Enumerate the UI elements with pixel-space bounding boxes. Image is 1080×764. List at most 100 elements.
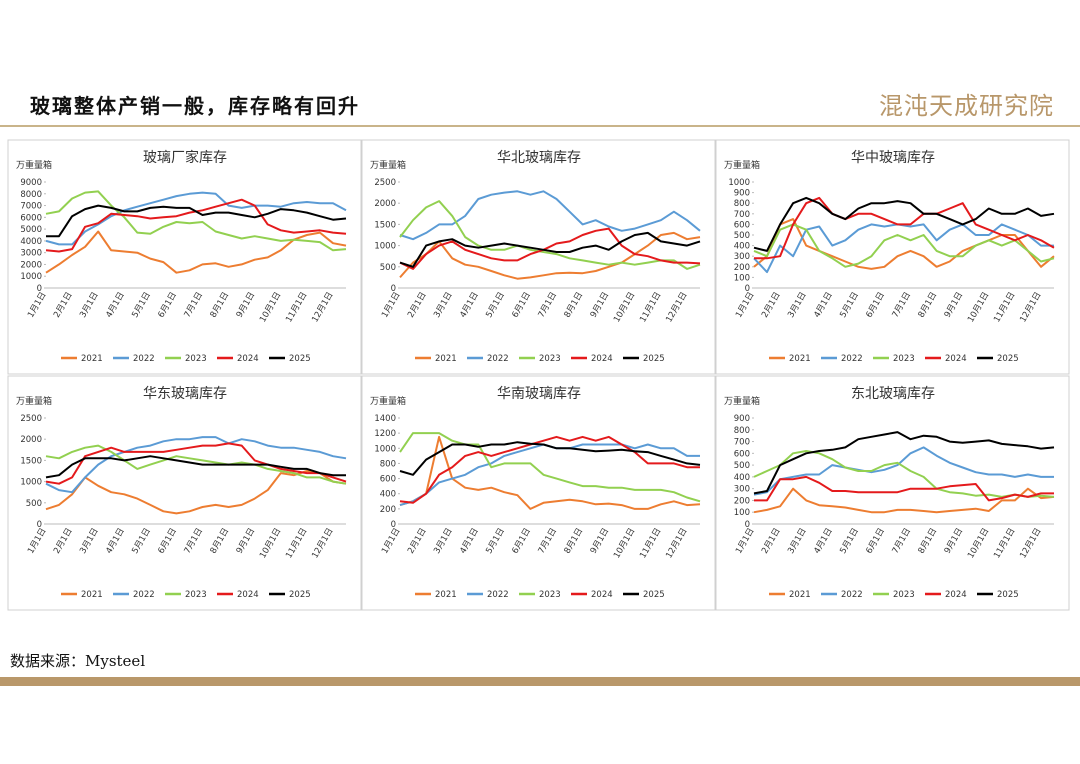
panel	[7, 375, 362, 611]
chart-title: 玻璃厂家库存	[143, 149, 227, 166]
legend-label: 2025	[289, 590, 311, 600]
series-line	[399, 435, 700, 504]
y-tick-label: 0	[391, 284, 396, 294]
legend-label: 2022	[841, 590, 863, 600]
y-tick-label: 2000	[374, 199, 396, 209]
y-tick-label: 300	[734, 485, 750, 495]
y-tick-label: 1000	[728, 178, 750, 188]
y-tick-label: 0	[745, 284, 750, 294]
legend-label: 2024	[945, 354, 967, 364]
series-line	[45, 436, 347, 494]
y-tick-label: 3000	[20, 249, 42, 259]
legend-label: 2023	[185, 590, 207, 600]
legend-label: 2024	[591, 354, 613, 364]
y-tick-label: 6000	[20, 213, 42, 223]
legend-label: 2025	[643, 590, 665, 600]
series-line	[399, 200, 701, 270]
series-line	[45, 442, 347, 485]
series-line	[753, 223, 1054, 274]
y-tick-label: 2000	[20, 435, 42, 445]
y-tick-label: 800	[380, 459, 396, 469]
y-tick-label: 1000	[374, 242, 396, 252]
legend-label: 2025	[997, 590, 1019, 600]
series-line	[754, 196, 1055, 260]
series-line	[46, 204, 347, 238]
legend-label: 2024	[945, 590, 967, 600]
series-line	[45, 444, 347, 485]
series-line	[399, 231, 701, 268]
legend-label: 2025	[289, 354, 311, 364]
y-tick-label: 1000	[20, 272, 42, 282]
y-tick-label: 0	[745, 520, 750, 530]
legend-label: 2023	[893, 354, 915, 364]
legend-label: 2022	[133, 590, 155, 600]
y-tick-label: 1000	[20, 478, 42, 488]
y-axis-label: 万重量箱	[16, 159, 52, 171]
legend-label: 2025	[997, 354, 1019, 364]
legend-label: 2023	[893, 590, 915, 600]
y-tick-label: 200	[734, 263, 750, 273]
series-line	[399, 231, 701, 280]
y-tick-label: 2000	[20, 260, 42, 270]
y-tick-label: 9000	[20, 178, 42, 188]
y-tick-label: 100	[734, 273, 750, 283]
y-tick-label: 700	[734, 210, 750, 220]
source: 数据来源：Mysteel	[10, 652, 146, 670]
y-axis-label: 万重量箱	[724, 159, 760, 171]
series-line	[753, 196, 1055, 252]
chart-title: 华中玻璃库存	[851, 149, 935, 166]
series-line	[45, 455, 346, 479]
y-tick-label: 600	[734, 220, 750, 230]
y-tick-label: 5000	[20, 225, 42, 235]
y-tick-label: 8000	[20, 190, 42, 200]
series-line	[753, 487, 1055, 514]
y-tick-label: 0	[37, 520, 42, 530]
y-tick-label: 600	[734, 449, 750, 459]
y-tick-label: 0	[391, 520, 396, 530]
chart-title: 东北玻璃库存	[851, 385, 935, 402]
y-axis-label: 万重量箱	[16, 395, 52, 407]
y-tick-label: 2500	[374, 178, 396, 188]
y-tick-label: 400	[734, 242, 750, 252]
legend-label: 2022	[487, 354, 509, 364]
chart-title: 华东玻璃库存	[143, 385, 227, 402]
legend-label: 2021	[789, 354, 811, 364]
legend-label: 2021	[435, 590, 457, 600]
y-tick-label: 100	[734, 508, 750, 518]
panel	[7, 139, 362, 375]
legend-label: 2023	[539, 354, 561, 364]
series-line	[753, 223, 1055, 268]
chart-title: 华北玻璃库存	[497, 149, 581, 166]
y-tick-label: 4000	[20, 237, 42, 247]
y-tick-label: 1500	[20, 456, 42, 466]
legend-label: 2025	[643, 354, 665, 364]
y-tick-label: 800	[734, 199, 750, 209]
y-tick-label: 500	[26, 499, 42, 509]
slide-title: 玻璃整体产销一般，库存略有回升	[30, 94, 360, 118]
y-tick-label: 1500	[374, 220, 396, 230]
legend-label: 2023	[185, 354, 207, 364]
series-line	[45, 190, 347, 252]
logo: 混沌天成研究院	[879, 92, 1054, 120]
y-tick-label: 0	[37, 284, 42, 294]
series-line	[399, 190, 701, 241]
legend-label: 2023	[539, 590, 561, 600]
y-tick-label: 500	[734, 231, 750, 241]
series-line	[753, 446, 1054, 496]
y-tick-label: 600	[380, 475, 396, 485]
y-tick-label: 300	[734, 252, 750, 262]
y-tick-label: 7000	[20, 202, 42, 212]
chart-title: 华南玻璃库存	[497, 385, 581, 402]
y-tick-label: 1400	[374, 414, 396, 424]
series-line	[399, 435, 701, 510]
y-tick-label: 700	[734, 438, 750, 448]
y-tick-label: 800	[734, 426, 750, 436]
y-tick-label: 500	[380, 263, 396, 273]
y-tick-label: 500	[734, 461, 750, 471]
y-tick-label: 200	[734, 496, 750, 506]
legend-label: 2022	[487, 590, 509, 600]
y-tick-label: 2500	[20, 414, 42, 424]
y-tick-label: 900	[734, 189, 750, 199]
